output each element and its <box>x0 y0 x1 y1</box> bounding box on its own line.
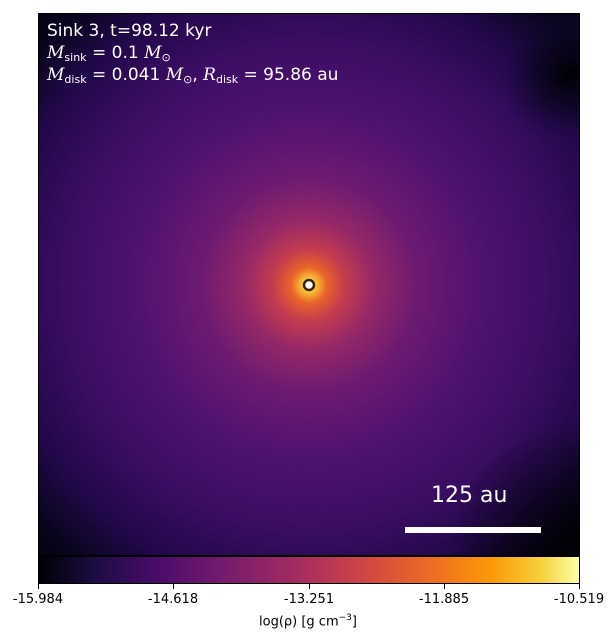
colorbar-tick <box>38 584 39 589</box>
colorbar-tick-label: -15.984 <box>12 592 64 607</box>
disk-radius-value: 95.86 au <box>263 65 339 85</box>
sink-marker <box>302 278 316 292</box>
colorbar-tick <box>309 584 310 589</box>
colorbar-tick-label: -10.519 <box>553 592 605 607</box>
disk-mass-value: 0.041 <box>111 65 161 85</box>
colorbar-label: log(ρ) [g cm−3] <box>259 613 357 630</box>
density-map: Sink 3, t=98.12 kyr Msink = 0.1 M⊙ Mdisk… <box>38 13 580 556</box>
colorbar-tick-label: -11.885 <box>418 592 470 607</box>
colorbar <box>38 556 580 584</box>
sink-title: Sink 3, t=98.12 kyr <box>47 21 212 41</box>
density-field <box>39 14 579 555</box>
colorbar-tick <box>173 584 174 589</box>
scale-bar-label: 125 au <box>431 483 508 508</box>
sink-mass-line: Msink = 0.1 M⊙ <box>47 43 171 64</box>
sink-mass-value: 0.1 <box>111 43 139 63</box>
colorbar-tick-label: -13.251 <box>283 592 335 607</box>
colorbar-tick <box>579 584 580 589</box>
colorbar-tick-label: -14.618 <box>147 592 199 607</box>
scale-bar <box>405 527 541 533</box>
colorbar-tick <box>444 584 445 589</box>
disk-line: Mdisk = 0.041 M⊙, Rdisk = 95.86 au <box>47 65 339 86</box>
